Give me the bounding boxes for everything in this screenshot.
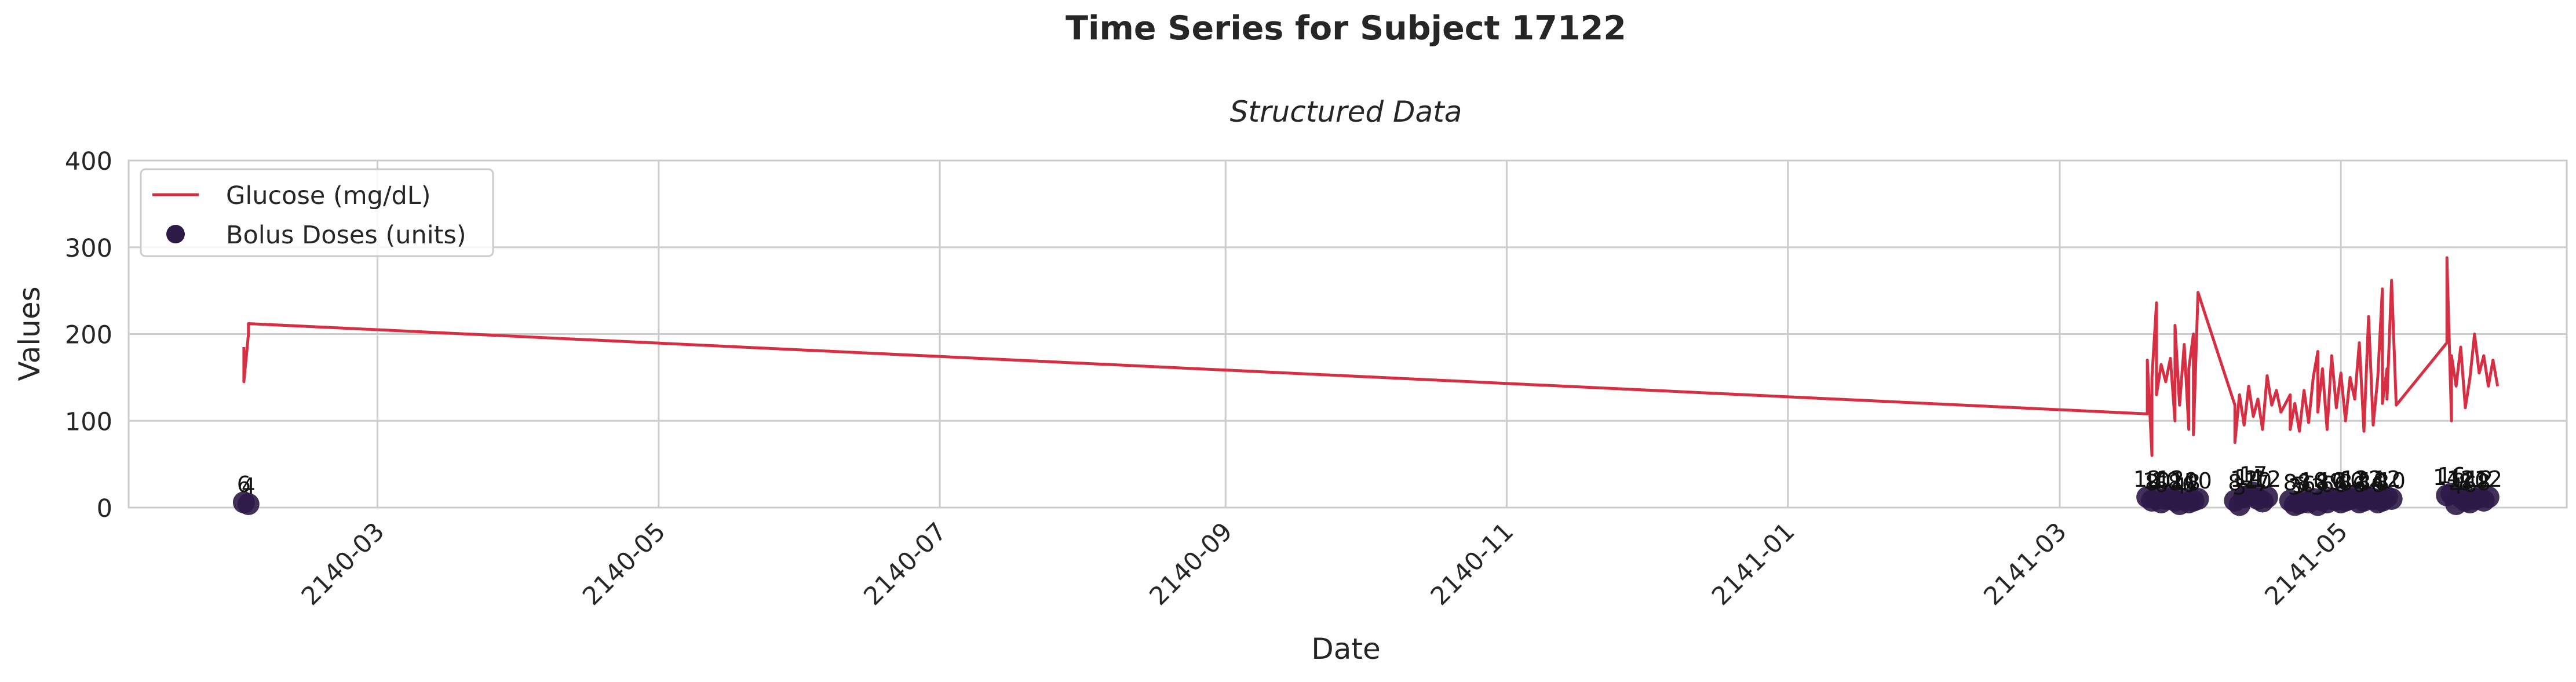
bolus-point [2256,486,2278,508]
bolus-data-label: 12 [2475,466,2502,492]
bolus-data-label: 10 [2152,468,2180,494]
bolus-data-label: 8 [2338,470,2352,495]
bolus-data-label: 6 [2154,472,2168,497]
bolus-data-label: 6 [2301,472,2315,497]
bolus-data-label: 10 [2461,468,2489,494]
bolus-data-label: 10 [2244,468,2272,494]
bolus-data-label: 8 [2297,470,2311,495]
bolus-data-label: 10 [2299,468,2327,494]
bolus-data-label: 8 [2315,470,2329,495]
bolus-data-label: 6 [2463,472,2477,497]
bolus-data-label: 9 [2329,469,2343,495]
bolus-data-label: 6 [2334,472,2348,497]
x-axis-label: Date [1311,632,1381,666]
bolus-data-label: 10 [2336,468,2364,494]
bolus-data-label: 14 [2433,465,2461,490]
bolus-series [232,482,2500,516]
y-tick-labels: 0 100 200 300 400 [65,147,112,523]
bolus-data-label: 4 [242,473,256,499]
x-tick-label: 2140-07 [858,517,952,611]
bolus-data-label: 5 [2293,473,2307,498]
legend-glucose-label: Glucose (mg/dL) [226,181,430,210]
x-tick-label: 2141-05 [2260,517,2354,611]
y-tick-label: 0 [97,494,112,523]
bolus-data-label: 10 [2378,468,2406,494]
bolus-data-label: 12 [2253,466,2281,492]
figure-suptitle: Time Series for Subject 17122 [1066,9,1626,48]
x-tick-label: 2141-01 [1706,517,1800,611]
y-tick-label: 300 [65,234,112,263]
x-tick-label: 2140-11 [1425,517,1519,611]
bolus-data-label: 16 [2438,463,2465,488]
bolus-data-label: 6 [2320,472,2334,497]
bolus-data-label: 12 [2133,466,2161,492]
bolus-data-label: 3 [2311,475,2325,500]
bolus-data-label: 8 [2187,470,2201,495]
bolus-data-label: 6 [2352,472,2366,497]
x-tick-label: 2140-03 [296,517,390,611]
bolus-data-label: 8 [2228,470,2242,495]
bolus-data-label: 10 [2318,468,2345,494]
bolus-data-label: 4 [2449,473,2463,499]
bolus-point [2380,488,2403,510]
chart-legend: Glucose (mg/dL) Bolus Doses (units) [140,168,494,257]
bolus-data-label: 12 [2230,466,2258,492]
bolus-data-label: 6 [237,472,251,497]
bolus-data-label: 10 [2184,468,2212,494]
bolus-data-label: 12 [2157,466,2184,492]
bolus-data-label: 7 [2256,471,2269,497]
bolus-data-label: 14 [2235,465,2263,490]
y-tick-label: 400 [65,147,112,176]
plot-border [127,159,2568,509]
bolus-data-label: 4 [2173,473,2187,499]
bolus-data-label: 8 [2168,470,2182,495]
glucose-series [242,256,2500,457]
y-tick-label: 200 [65,321,112,350]
plot-frame [127,159,2568,509]
legend-box [140,168,494,257]
bolus-point [2477,486,2500,508]
bolus-point [237,493,260,515]
x-tick-label: 2140-09 [1144,517,1238,611]
bolus-data-label: 6 [2371,472,2385,497]
x-tick-label: 2140-05 [577,517,671,611]
bolus-data-label: 8 [2477,470,2491,495]
bolus-data-label: 8 [2458,470,2472,495]
legend-bolus-swatch [166,225,185,243]
bolus-data-label: 12 [2373,466,2401,492]
glucose-line [242,256,2500,457]
bolus-data-label: 8 [2376,470,2389,495]
bolus-data-label: 12 [2355,466,2382,492]
bolus-data-label: 8 [2283,470,2297,495]
bolus-data-label: 12 [2465,466,2493,492]
bolus-data-label: 10 [2143,468,2170,494]
bolus-data-label: 8 [2145,470,2159,495]
x-tick-labels: 2140-03 2140-05 2140-07 2140-09 2140-11 2141-… [296,517,2354,611]
y-axis-label: Values [13,286,46,381]
bolus-data-label: 12 [2341,466,2369,492]
bolus-data-label: 10 [2170,468,2198,494]
bolus-data-label: 17 [2239,462,2267,488]
legend-bolus-label: Bolus Doses (units) [226,221,466,250]
chart-title: Structured Data [1230,95,1462,129]
bolus-data-label: 3 [2288,475,2302,500]
bolus-point [2187,488,2209,510]
bolus-data-label: 12 [2447,466,2475,492]
bolus-data-label: 8 [2357,470,2371,495]
x-tick-label: 2141-03 [1978,517,2072,611]
bolus-data-label: 6 [2182,472,2196,497]
bolus-data-label: 3 [2232,475,2246,500]
y-tick-label: 100 [65,407,112,436]
bolus-data-label: 10 [2359,468,2387,494]
